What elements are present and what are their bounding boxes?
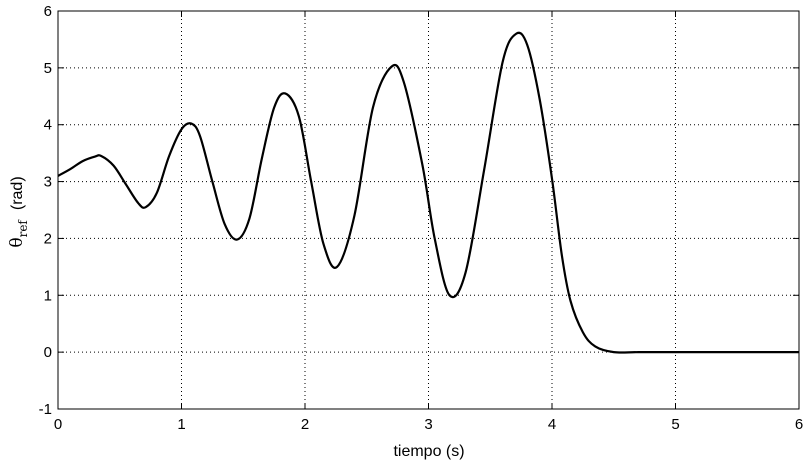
x-tick-label: 6 bbox=[795, 416, 803, 433]
y-tick-label: 3 bbox=[44, 174, 52, 191]
x-axis-label: tiempo (s) bbox=[393, 443, 464, 460]
y-tick-labels: -1 0 1 2 3 4 5 6 bbox=[39, 3, 52, 418]
plot-frame bbox=[57, 10, 800, 410]
x-tick-label: 1 bbox=[177, 416, 185, 433]
x-tick-label: 5 bbox=[671, 416, 679, 433]
y-tick-label: -1 bbox=[39, 401, 52, 418]
y-tick-label: 6 bbox=[44, 3, 52, 20]
y-axis-label-subscript: ref bbox=[16, 219, 30, 238]
svg-text:θref(rad): θref (rad) bbox=[7, 176, 30, 247]
x-tick-labels: 0 1 2 3 4 5 6 bbox=[54, 416, 803, 433]
grid-lines bbox=[58, 11, 799, 409]
x-tick-label: 3 bbox=[424, 416, 432, 433]
series-line bbox=[57, 31, 799, 354]
y-tick-label: 1 bbox=[44, 287, 52, 304]
y-tick-label: 2 bbox=[44, 230, 52, 247]
y-tick-label: 5 bbox=[44, 60, 52, 77]
x-tick-label: 0 bbox=[54, 416, 62, 433]
x-tick-label: 2 bbox=[301, 416, 309, 433]
y-axis-label-unit: (rad) bbox=[9, 176, 26, 210]
y-tick-label: 0 bbox=[44, 344, 52, 361]
x-tick-label: 4 bbox=[548, 416, 556, 433]
ticks bbox=[57, 10, 800, 410]
y-axis-label-symbol: θ bbox=[7, 237, 27, 247]
y-tick-label: 4 bbox=[44, 117, 52, 134]
y-axis-label: θref (rad) bbox=[7, 176, 30, 247]
